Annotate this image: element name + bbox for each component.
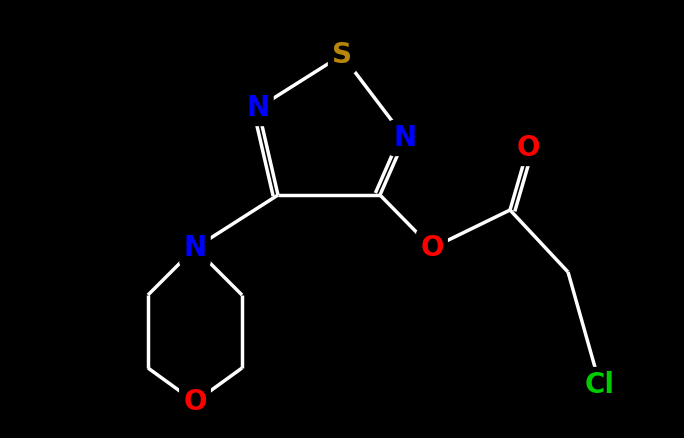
Text: O: O bbox=[183, 388, 207, 416]
Text: S: S bbox=[332, 41, 352, 69]
Text: N: N bbox=[393, 124, 417, 152]
Text: O: O bbox=[420, 234, 444, 262]
Text: O: O bbox=[516, 134, 540, 162]
Text: N: N bbox=[246, 94, 269, 122]
Text: Cl: Cl bbox=[585, 371, 615, 399]
Text: N: N bbox=[183, 234, 207, 262]
